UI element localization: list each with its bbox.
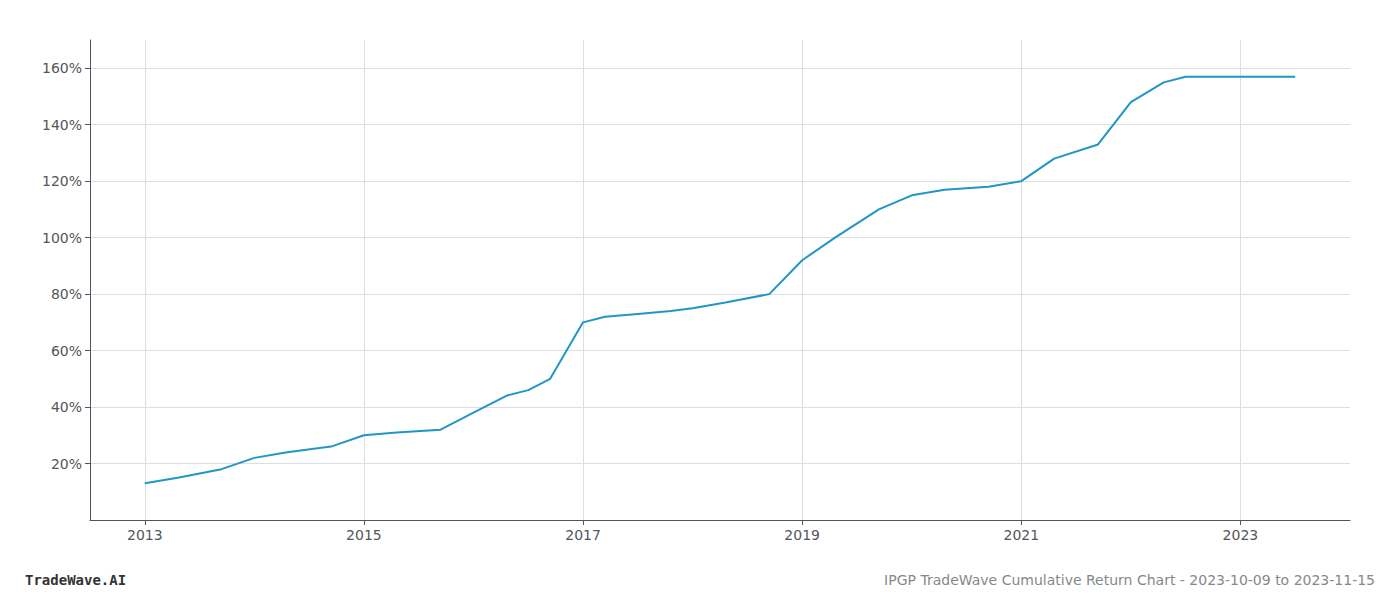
svg-text:2015: 2015 bbox=[346, 527, 382, 543]
svg-text:20%: 20% bbox=[51, 456, 82, 472]
svg-text:2013: 2013 bbox=[127, 527, 163, 543]
svg-text:2019: 2019 bbox=[784, 527, 820, 543]
svg-text:TradeWave.AI: TradeWave.AI bbox=[25, 572, 126, 588]
svg-text:40%: 40% bbox=[51, 399, 82, 415]
svg-text:2021: 2021 bbox=[1003, 527, 1039, 543]
svg-text:80%: 80% bbox=[51, 286, 82, 302]
svg-text:2023: 2023 bbox=[1223, 527, 1259, 543]
svg-text:160%: 160% bbox=[42, 60, 82, 76]
svg-text:100%: 100% bbox=[42, 230, 82, 246]
svg-text:140%: 140% bbox=[42, 117, 82, 133]
svg-text:60%: 60% bbox=[51, 343, 82, 359]
svg-text:2017: 2017 bbox=[565, 527, 601, 543]
svg-text:IPGP TradeWave Cumulative Retu: IPGP TradeWave Cumulative Return Chart -… bbox=[884, 572, 1375, 588]
svg-text:120%: 120% bbox=[42, 173, 82, 189]
